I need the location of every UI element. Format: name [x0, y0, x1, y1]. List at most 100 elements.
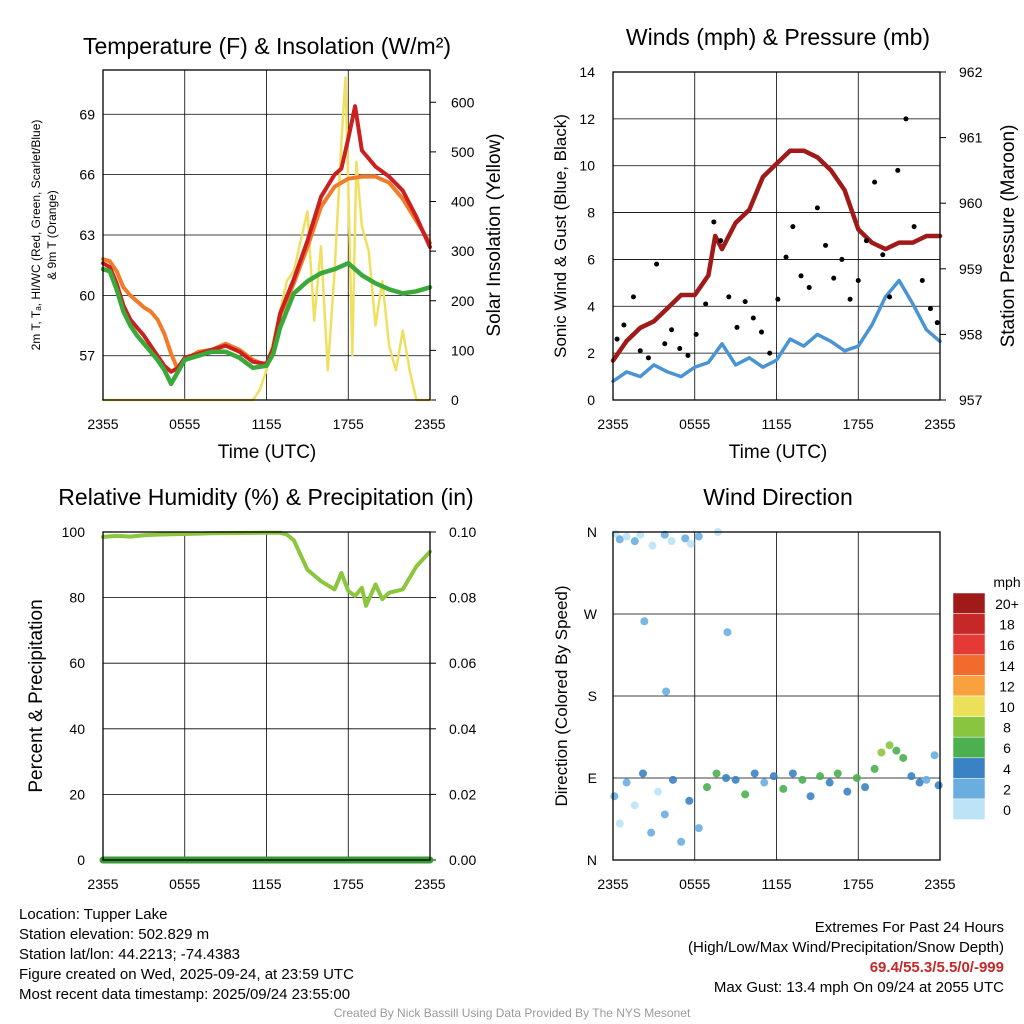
gust-point [847, 296, 853, 302]
gust-point [742, 299, 748, 305]
direction-point [731, 775, 740, 784]
speed-colorbar: mph 20+ 18 16 14 12 10 8 6 4 2 0 [952, 574, 1021, 820]
direction-point [648, 541, 657, 550]
y-tick-label-left: N [587, 852, 597, 868]
y-axis-label-right: Station Pressure (Maroon) [998, 125, 1019, 348]
x-tick-label: 1755 [333, 416, 364, 432]
direction-point [630, 537, 639, 546]
direction-point [668, 775, 677, 784]
plot-frame [612, 71, 941, 401]
y-tick-label-left: 8 [587, 205, 595, 221]
gust-point [887, 294, 893, 300]
colorbar-label: 18 [999, 617, 1015, 633]
direction-point [615, 535, 624, 544]
gust-point [767, 350, 773, 356]
colorbar-label: 20+ [995, 596, 1019, 612]
plot-frame [102, 69, 431, 401]
direction-point [653, 787, 662, 796]
gust-point [839, 256, 845, 262]
direction-point [660, 810, 669, 819]
series-line-station-pressure [610, 148, 943, 363]
y-axis-label-left: Percent & Precipitation [26, 599, 47, 792]
gust-point [677, 345, 683, 351]
y-tick-label-left: 63 [79, 227, 95, 243]
x-tick-label: 1155 [761, 876, 791, 892]
y-axis-label-left-text: Direction (Colored By Speed) [552, 585, 571, 806]
y-tick-label-right: 959 [959, 261, 983, 277]
gust-point [895, 167, 901, 173]
gust-point [831, 275, 837, 281]
gust-point [880, 252, 886, 258]
y-tick-label-right: 0.02 [449, 786, 476, 802]
gust-point [637, 348, 643, 354]
direction-point [750, 769, 759, 778]
gust-point [621, 322, 627, 328]
y-tick-label-right: 600 [451, 94, 475, 110]
y-tick-label-left: 0 [77, 852, 85, 868]
gust-point [806, 285, 812, 291]
y-tick-label-left: 100 [62, 524, 86, 540]
y-tick-label-right: 0.04 [449, 721, 476, 737]
direction-point [833, 769, 842, 778]
station-location: Location: Tupper Lake [19, 906, 168, 923]
direction-point [636, 530, 645, 539]
x-tick-label: 1755 [843, 416, 874, 432]
gust-point [872, 179, 878, 185]
y-tick-label-left: 6 [587, 251, 595, 267]
direction-point [907, 772, 916, 781]
gust-point [934, 320, 940, 326]
direction-point [843, 787, 852, 796]
y-tick-label-left: 12 [579, 111, 595, 127]
direction-point [694, 532, 703, 541]
chart-title: Relative Humidity (%) & Precipitation (i… [58, 484, 473, 510]
x-tick-label: 0555 [679, 876, 710, 892]
extremes-values: 69.4/55.3/5.5/0/-999 [869, 959, 1004, 976]
y-axis-label-left-text: Sonic Wind & Gust (Blue, Black) [551, 114, 570, 358]
colorbar-cell [952, 778, 986, 800]
direction-point [712, 769, 721, 778]
humidity-chart: 0 20 40 60 80 100 0.00 0.02 0.04 0.06 0.08 0.10 2355… [26, 484, 476, 892]
extremes-legend: (High/Low/Max Wind/Precipitation/Snow De… [688, 939, 1004, 956]
gust-point [726, 294, 732, 300]
y-tick-label-right: 957 [959, 392, 983, 408]
colorbar-label: 14 [999, 658, 1015, 674]
gust-point [662, 341, 668, 347]
direction-point [870, 764, 879, 773]
colorbar-label: 2 [1003, 781, 1011, 797]
direction-point [877, 748, 886, 757]
x-tick-label: 2355 [924, 416, 955, 432]
y-tick-label-right: 100 [451, 342, 475, 358]
y-tick-label-left: 14 [579, 64, 595, 80]
x-tick-label: 0555 [169, 876, 200, 892]
x-tick-label: 1755 [843, 876, 874, 892]
colorbar-label: 6 [1003, 740, 1011, 756]
colorbar-label: 16 [999, 637, 1015, 653]
y-tick-label-right: 300 [451, 243, 475, 259]
series-line-relative-humidity [101, 530, 432, 608]
colorbar-label: 10 [999, 699, 1015, 715]
gust-point [703, 301, 709, 307]
gust-point [775, 296, 781, 302]
direction-point [647, 828, 656, 837]
station-info: Location: Tupper Lake Station elevation:… [19, 905, 354, 1005]
x-tick-label: 0555 [169, 416, 200, 432]
gust-point [903, 116, 909, 122]
gust-point [790, 224, 796, 230]
y-tick-label-right: 0.08 [449, 590, 476, 606]
direction-point [610, 792, 619, 801]
y-tick-label-left: 66 [79, 167, 95, 183]
direction-point [722, 774, 731, 782]
y-axis-label-right-text: Station Pressure (Maroon) [998, 125, 1019, 348]
y-tick-label-right: 400 [451, 194, 475, 210]
colorbar-cell [952, 736, 986, 759]
figure-created: Figure created on Wed, 2025-09-24, at 23… [19, 966, 354, 983]
direction-point [686, 539, 695, 548]
plot-frame [612, 531, 941, 861]
direction-point [806, 792, 815, 801]
x-tick-label: 2355 [414, 876, 445, 892]
extremes-info: Extremes For Past 24 Hours (High/Low/Max… [688, 918, 1004, 998]
y-tick-label-left: 69 [79, 106, 95, 122]
x-tick-label: 2355 [87, 416, 118, 432]
colorbar-cell [952, 757, 986, 779]
